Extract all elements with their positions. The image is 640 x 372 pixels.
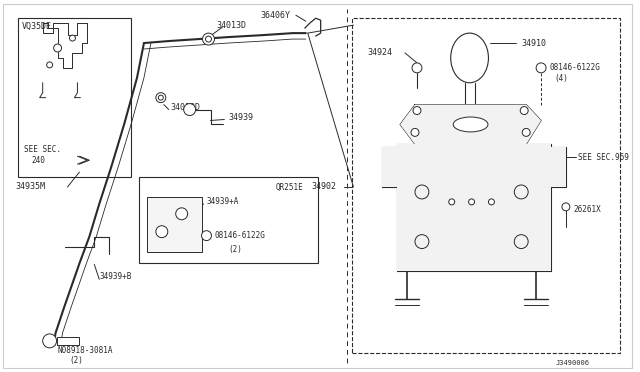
Polygon shape: [551, 147, 566, 187]
Circle shape: [515, 235, 528, 248]
Polygon shape: [147, 197, 202, 251]
Circle shape: [205, 36, 211, 42]
Text: 08146-6122G: 08146-6122G: [214, 231, 266, 240]
Circle shape: [520, 106, 528, 115]
Text: 240: 240: [32, 156, 45, 165]
Text: 34939+B: 34939+B: [99, 272, 132, 281]
Text: 34924: 34924: [367, 48, 392, 57]
Text: 34939+A: 34939+A: [207, 198, 239, 206]
Text: N: N: [48, 339, 51, 343]
Circle shape: [156, 93, 166, 103]
Circle shape: [415, 235, 429, 248]
Text: 34910: 34910: [521, 39, 546, 48]
Circle shape: [47, 62, 52, 68]
Circle shape: [176, 208, 188, 220]
Text: 36406Y: 36406Y: [260, 11, 290, 20]
Circle shape: [202, 33, 214, 45]
Polygon shape: [400, 105, 541, 144]
Polygon shape: [382, 147, 397, 187]
Circle shape: [515, 185, 528, 199]
Circle shape: [158, 95, 163, 100]
Ellipse shape: [453, 117, 488, 132]
Text: 34013D: 34013D: [216, 21, 246, 30]
Text: J3490006: J3490006: [556, 360, 590, 366]
Text: B: B: [205, 233, 208, 238]
Text: 26261X: 26261X: [574, 205, 602, 214]
Circle shape: [54, 44, 61, 52]
Circle shape: [468, 199, 474, 205]
Circle shape: [562, 203, 570, 211]
Text: (2): (2): [70, 356, 83, 365]
Circle shape: [43, 334, 56, 348]
Text: SEE SEC.969: SEE SEC.969: [578, 153, 628, 162]
Polygon shape: [397, 144, 551, 272]
Circle shape: [449, 199, 454, 205]
Text: 34935M: 34935M: [15, 183, 45, 192]
Circle shape: [488, 199, 495, 205]
Text: (2): (2): [228, 245, 242, 254]
Circle shape: [411, 128, 419, 137]
Circle shape: [184, 103, 196, 116]
Ellipse shape: [451, 33, 488, 83]
Text: VQ35DE: VQ35DE: [22, 22, 52, 31]
Text: SEE SEC.: SEE SEC.: [24, 145, 61, 154]
Circle shape: [70, 35, 76, 41]
Text: QR251E: QR251E: [276, 183, 304, 192]
Text: N08918-3081A: N08918-3081A: [58, 346, 113, 355]
Circle shape: [202, 231, 211, 241]
Text: 08146-6122G: 08146-6122G: [549, 63, 600, 73]
Circle shape: [156, 226, 168, 238]
Text: (4): (4): [554, 74, 568, 83]
Text: 34939: 34939: [228, 113, 253, 122]
Circle shape: [415, 185, 429, 199]
Circle shape: [412, 63, 422, 73]
Circle shape: [413, 106, 421, 115]
Text: B: B: [540, 65, 543, 70]
Text: 34013D: 34013D: [171, 103, 201, 112]
Circle shape: [536, 63, 546, 73]
Circle shape: [522, 128, 530, 137]
Polygon shape: [56, 337, 79, 345]
Text: 34902: 34902: [312, 183, 337, 192]
Bar: [139, 177, 317, 263]
Bar: [18, 18, 131, 177]
Bar: [353, 18, 621, 353]
